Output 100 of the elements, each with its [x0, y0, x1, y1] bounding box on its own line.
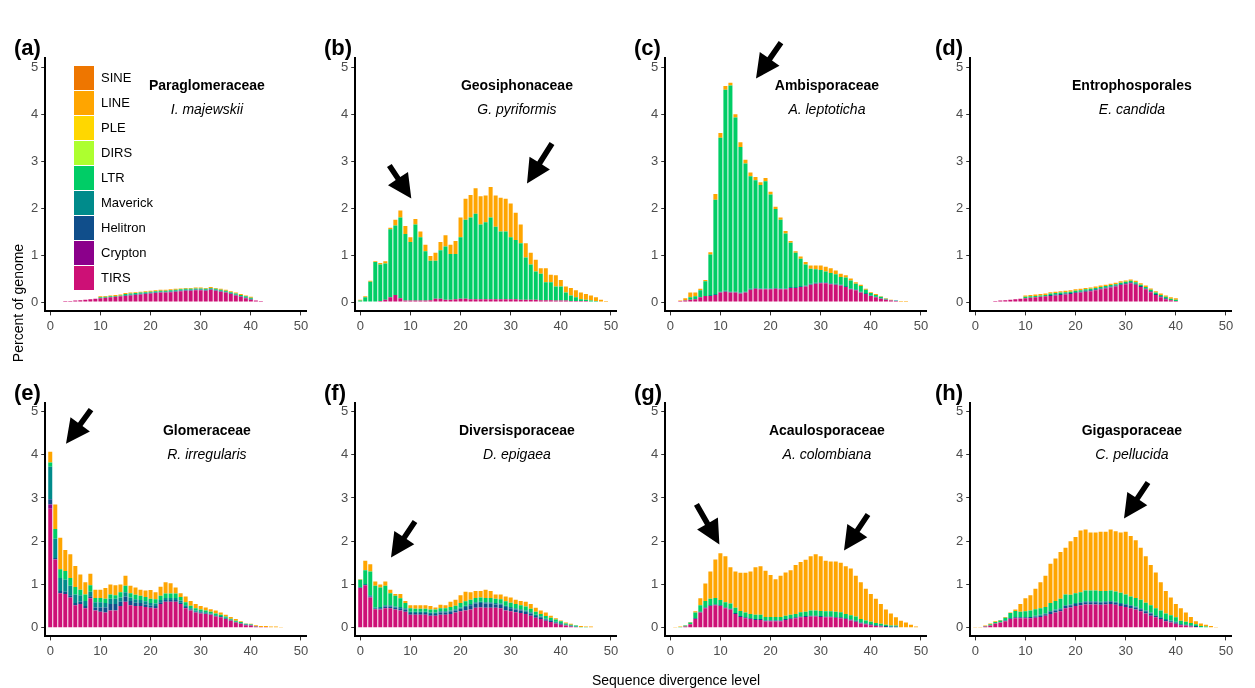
x-tick-label: 0 — [356, 317, 364, 333]
y-tick-label: 1 — [31, 246, 39, 262]
x-tick-label: 40 — [243, 642, 259, 658]
text: (h) — [935, 380, 964, 406]
y-tick-label: 3 — [651, 152, 659, 168]
x-tick-label: 10 — [93, 642, 108, 658]
x-tick-label: 50 — [293, 317, 309, 333]
x-tick-label: 10 — [1018, 642, 1033, 658]
legend-label: LINE — [101, 95, 130, 110]
y-axis-title: Percent of genome — [10, 243, 26, 363]
x-tick-label: 50 — [913, 642, 929, 658]
y-tick-label: 2 — [31, 532, 39, 548]
x-tick-label: 30 — [193, 317, 208, 333]
y-tick-label: 1 — [651, 576, 659, 592]
x-tick-label: 30 — [813, 317, 828, 333]
x-tick-label: 30 — [813, 642, 828, 658]
x-tick-label: 20 — [763, 642, 778, 658]
x-tick-label: 20 — [1068, 317, 1083, 333]
y-tick-label: 1 — [31, 576, 39, 592]
x-tick-label: 0 — [46, 642, 54, 658]
y-tick-label: 0 — [651, 619, 659, 635]
y-tick-label: 4 — [956, 105, 964, 121]
x-tick-label: 30 — [193, 642, 208, 658]
x-tick-label: 0 — [46, 317, 54, 333]
x-tick-label: 40 — [243, 317, 259, 333]
legend-label: TIRS — [101, 270, 131, 285]
y-tick-label: 4 — [956, 446, 964, 462]
x-tick-label: 40 — [553, 317, 569, 333]
legend-label: Crypton — [101, 245, 147, 260]
text: (e) — [14, 380, 41, 406]
x-tick-label: 40 — [1168, 317, 1184, 333]
x-tick-label: 30 — [1118, 317, 1133, 333]
y-tick-label: 0 — [956, 619, 964, 635]
x-tick-label: 50 — [603, 642, 619, 658]
text: A. colombiana — [781, 445, 872, 462]
y-tick-label: 4 — [31, 105, 39, 121]
y-tick-label: 1 — [651, 246, 659, 262]
x-tick-label: 50 — [1218, 642, 1234, 658]
text: E. candida — [1098, 100, 1166, 117]
y-tick-label: 0 — [31, 619, 39, 635]
text: (a) — [14, 35, 41, 61]
x-tick-label: 20 — [763, 317, 778, 333]
y-tick-label: 0 — [651, 293, 659, 309]
y-tick-label: 3 — [341, 489, 349, 505]
x-axis-title: Sequence divergence level — [591, 672, 761, 688]
x-tick-label: 50 — [1218, 317, 1234, 333]
x-tick-label: 10 — [93, 317, 108, 333]
x-tick-label: 10 — [403, 642, 418, 658]
y-tick-label: 4 — [341, 446, 349, 462]
x-tick-label: 50 — [603, 317, 619, 333]
text: Glomeraceae — [162, 421, 252, 438]
y-tick-label: 3 — [31, 489, 39, 505]
text: D. epigaea — [483, 445, 551, 462]
y-tick-label: 1 — [956, 246, 964, 262]
x-tick-label: 10 — [713, 642, 728, 658]
text: (c) — [634, 35, 661, 61]
legend-label: PLE — [101, 120, 126, 135]
text: Geosiphonaceae — [460, 76, 574, 93]
x-tick-label: 20 — [1068, 642, 1083, 658]
y-tick-label: 1 — [956, 576, 964, 592]
y-tick-label: 3 — [651, 489, 659, 505]
text: R. irregularis — [167, 445, 247, 462]
text: A. leptoticha — [787, 100, 866, 117]
y-tick-label: 4 — [651, 105, 659, 121]
x-tick-label: 10 — [1018, 317, 1033, 333]
legend-label: LTR — [101, 170, 125, 185]
x-tick-label: 10 — [713, 317, 728, 333]
text: (b) — [324, 35, 353, 61]
text: Entrophosporales — [1072, 76, 1193, 93]
legend-label: DIRS — [101, 145, 133, 160]
y-tick-label: 0 — [31, 293, 39, 309]
text: C. pellucida — [1095, 445, 1169, 462]
x-tick-label: 40 — [863, 317, 879, 333]
x-tick-label: 50 — [293, 642, 309, 658]
y-tick-label: 4 — [341, 105, 349, 121]
y-tick-label: 0 — [341, 293, 349, 309]
y-tick-label: 3 — [956, 152, 964, 168]
y-tick-label: 2 — [341, 532, 349, 548]
x-tick-label: 50 — [913, 317, 929, 333]
x-tick-label: 30 — [503, 642, 518, 658]
y-tick-label: 2 — [31, 199, 39, 215]
x-tick-label: 40 — [553, 642, 569, 658]
y-tick-label: 4 — [651, 446, 659, 462]
x-tick-label: 30 — [503, 317, 518, 333]
text: Acaulosporaceae — [768, 421, 886, 438]
x-tick-label: 0 — [971, 642, 979, 658]
text: Gigasporaceae — [1081, 421, 1183, 438]
x-tick-label: 10 — [403, 317, 418, 333]
y-tick-label: 4 — [31, 446, 39, 462]
text: Ambisporaceae — [774, 76, 880, 93]
text: I. majewskii — [170, 100, 244, 117]
text: (f) — [324, 380, 346, 406]
legend-label: SINE — [101, 70, 132, 85]
x-tick-label: 0 — [971, 317, 979, 333]
y-tick-label: 3 — [31, 152, 39, 168]
x-tick-label: 0 — [356, 642, 364, 658]
legend-label: Helitron — [101, 220, 146, 235]
y-tick-label: 3 — [956, 489, 964, 505]
text: (g) — [634, 380, 663, 406]
x-tick-label: 0 — [666, 317, 674, 333]
